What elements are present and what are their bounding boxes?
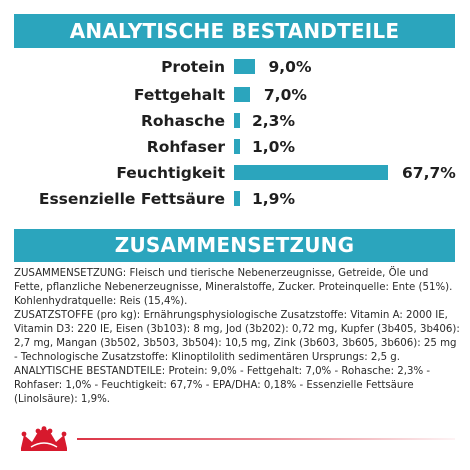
analytics-label: Essenzielle Fettsäure xyxy=(38,190,225,208)
analytics-title: ANALYTISCHE BESTANDTEILE xyxy=(69,19,400,43)
analytics-title-banner: ANALYTISCHE BESTANDTEILE xyxy=(14,14,455,48)
analytics-bar xyxy=(234,113,240,128)
analytics-value: 2,3% xyxy=(252,112,295,130)
analytics-label: Protein xyxy=(161,58,225,76)
analytics-row-rohfaser: Rohfaser 1,0% xyxy=(0,136,470,158)
composition-text: ZUSAMMENSETZUNG: Fleisch und tierische N… xyxy=(14,267,460,407)
analytics-label: Rohfaser xyxy=(146,138,225,156)
analytics-label: Rohasche xyxy=(140,112,225,130)
analytics-value: 7,0% xyxy=(263,86,307,104)
analytics-bar xyxy=(234,139,240,154)
analytics-paragraph: ANALYTISCHE BESTANDTEILE: Protein: 9,0% … xyxy=(14,366,431,405)
analytics-row-protein: Protein 9,0% xyxy=(0,56,470,78)
analytics-bar xyxy=(234,87,250,102)
analytics-row-fettgehalt: Fettgehalt 7,0% xyxy=(0,84,470,106)
analytics-bar xyxy=(234,59,255,74)
analytics-label: Feuchtigkeit xyxy=(116,164,225,182)
analytics-value: 1,9% xyxy=(252,190,295,208)
analytics-value: 9,0% xyxy=(268,58,312,76)
analytics-row-essenzielle-fettsaeure: Essenzielle Fettsäure 1,9% xyxy=(0,188,470,210)
composition-paragraph: ZUSAMMENSETZUNG: Fleisch und tierische N… xyxy=(14,268,453,307)
analytics-value: 67,7% xyxy=(402,164,456,182)
analytics-bar xyxy=(234,191,240,206)
analytics-value: 1,0% xyxy=(252,138,295,156)
analytics-label: Fettgehalt xyxy=(133,86,225,104)
analytics-row-rohasche: Rohasche 2,3% xyxy=(0,110,470,132)
footer-divider xyxy=(14,438,455,440)
royal-canin-crown-icon xyxy=(11,426,77,454)
analytics-bar xyxy=(234,165,388,180)
composition-title: ZUSAMMENSETZUNG xyxy=(114,233,355,257)
composition-title-banner: ZUSAMMENSETZUNG xyxy=(14,229,455,262)
additives-paragraph: ZUSATZSTOFFE (pro kg): Ernährungsphysiol… xyxy=(14,310,460,363)
analytics-row-feuchtigkeit: Feuchtigkeit 67,7% xyxy=(0,162,470,184)
